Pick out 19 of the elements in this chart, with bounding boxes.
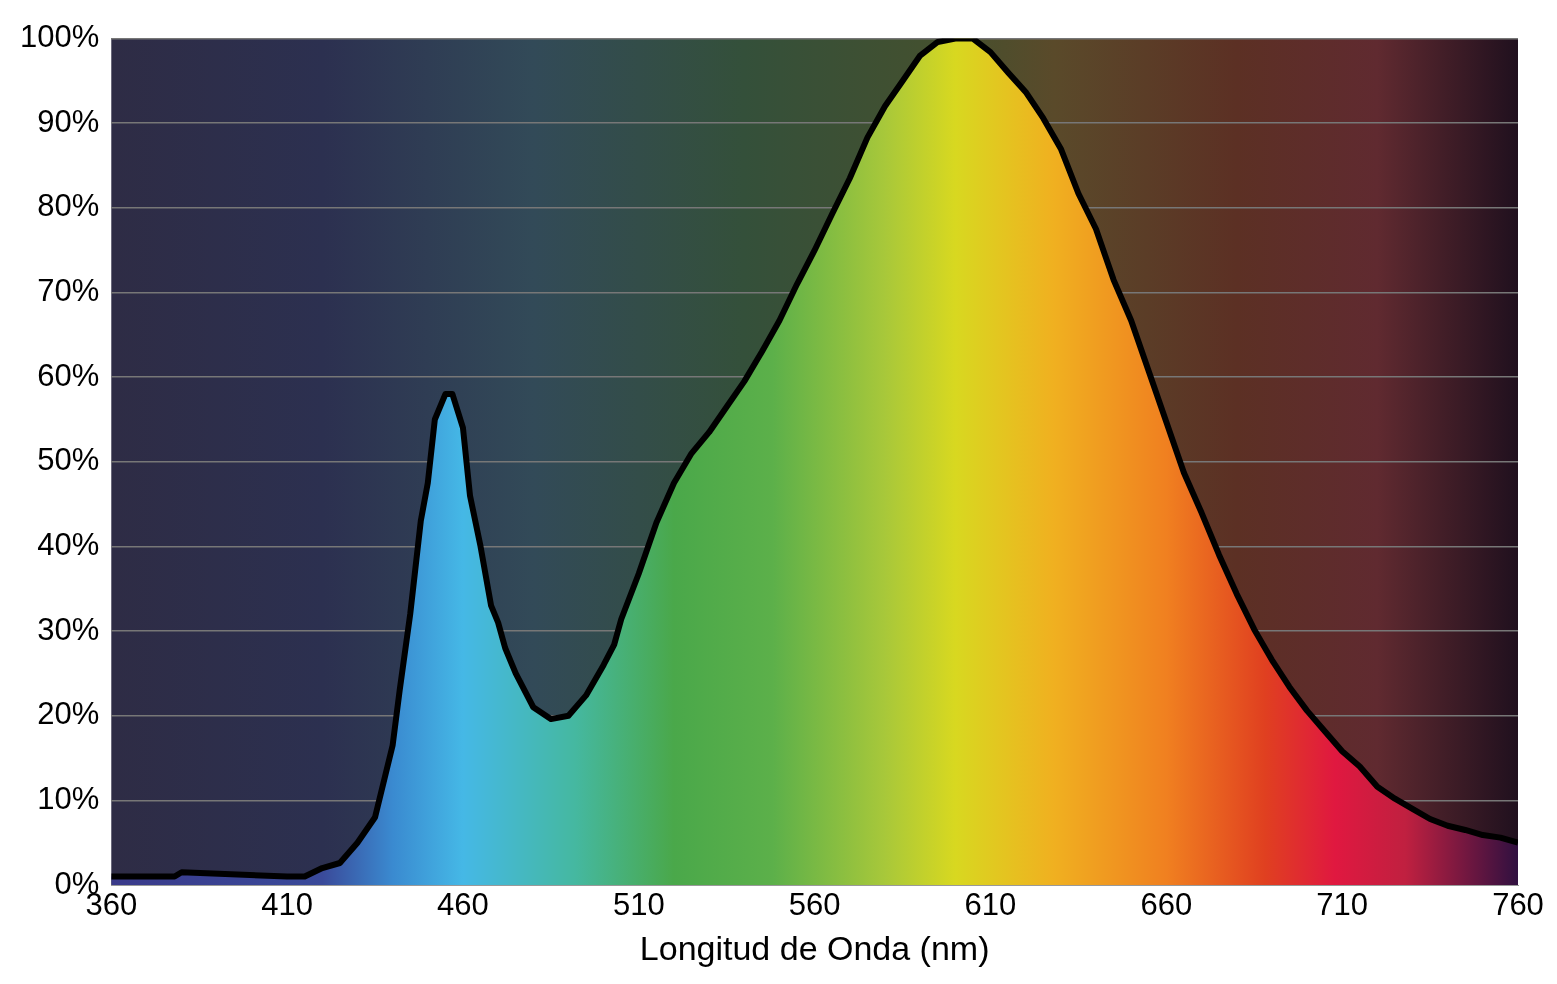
x-tick-label: 660 (1140, 887, 1193, 923)
x-tick-label: 610 (964, 887, 1017, 923)
x-tick-label: 410 (261, 887, 313, 923)
y-tick-label: 20% (37, 696, 100, 732)
x-tick-label: 710 (1316, 887, 1369, 923)
x-tick-label: 560 (788, 887, 841, 923)
y-tick-label: 60% (37, 357, 100, 393)
y-tick-label: 30% (37, 611, 100, 647)
y-tick-label: 40% (37, 526, 100, 562)
y-tick-label: 100% (19, 19, 100, 55)
x-axis-title: Longitud de Onda (nm) (639, 928, 990, 967)
x-tick-label: 510 (612, 887, 665, 923)
y-tick-label: 90% (37, 103, 100, 139)
x-tick-label: 460 (437, 887, 489, 923)
x-tick-label: 760 (1492, 887, 1544, 923)
y-tick-label: 70% (37, 273, 100, 309)
y-tick-label: 10% (37, 780, 100, 816)
y-tick-label: 50% (37, 442, 100, 478)
y-tick-label: 80% (37, 188, 100, 224)
